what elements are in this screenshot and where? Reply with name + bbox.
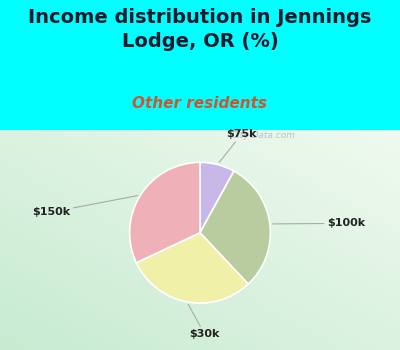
Text: Other residents: Other residents — [132, 96, 268, 111]
Text: $100k: $100k — [273, 218, 365, 228]
Text: $75k: $75k — [219, 129, 257, 162]
Text: $150k: $150k — [32, 196, 138, 217]
Text: $30k: $30k — [188, 304, 220, 339]
Wedge shape — [200, 171, 270, 284]
Wedge shape — [200, 162, 234, 233]
Wedge shape — [136, 233, 248, 303]
Text: Income distribution in Jennings
Lodge, OR (%): Income distribution in Jennings Lodge, O… — [28, 8, 372, 50]
Wedge shape — [130, 162, 200, 263]
Text: City-Data.com: City-Data.com — [232, 131, 296, 140]
